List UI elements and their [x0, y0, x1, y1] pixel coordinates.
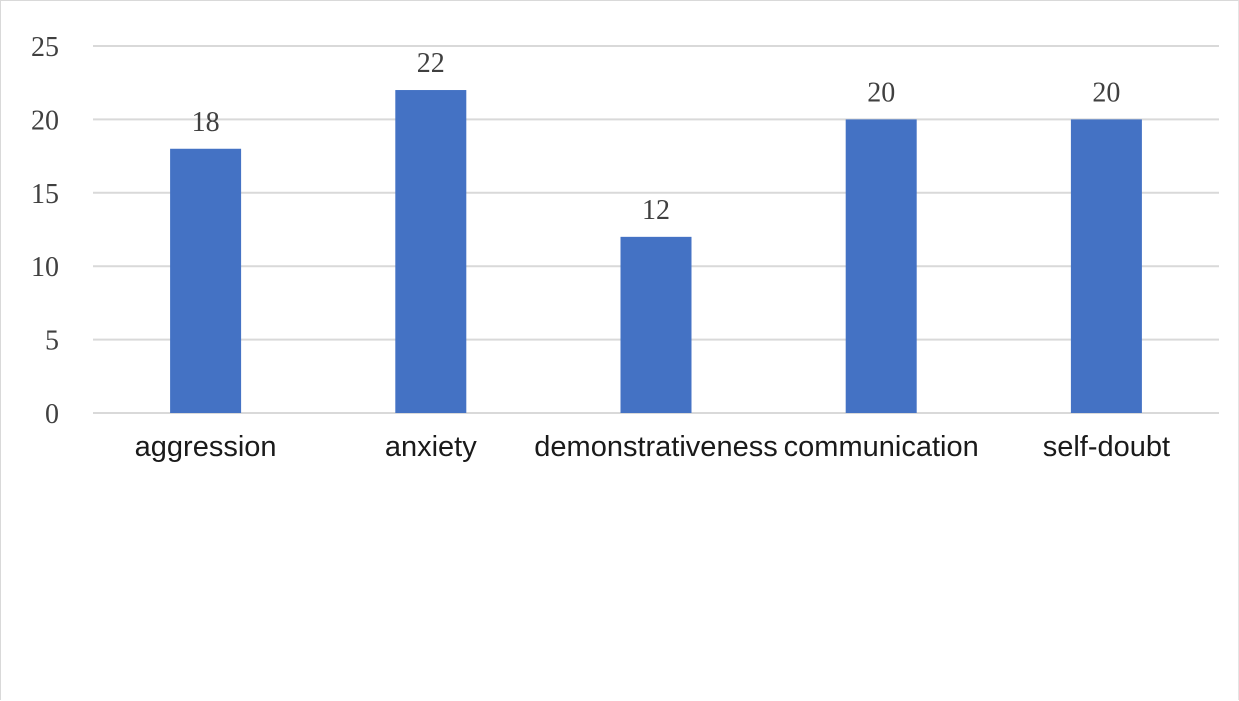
data-label: 20: [867, 77, 895, 108]
bar-demonstrativeness: [620, 236, 692, 413]
data-label: 12: [642, 195, 670, 226]
bar-anxiety: [395, 90, 467, 413]
x-category-label: self-doubt: [1043, 431, 1170, 463]
bar-self-doubt: [1070, 119, 1142, 414]
bars: [170, 90, 1142, 414]
x-category-label: anxiety: [385, 431, 477, 463]
data-label: 22: [417, 48, 445, 79]
x-category-label: communication: [784, 431, 979, 463]
bar-communication: [845, 119, 917, 414]
data-labels: 18 22 12 20 20: [192, 48, 1121, 226]
y-axis-tick-labels: 0 5 10 15 20 25: [31, 32, 59, 430]
data-label: 18: [192, 107, 220, 138]
y-tick-label: 20: [31, 105, 59, 136]
bar-aggression: [170, 148, 242, 413]
data-label: 20: [1092, 77, 1120, 108]
x-category-label: aggression: [135, 431, 277, 463]
y-tick-label: 0: [45, 399, 59, 430]
y-tick-label: 25: [31, 32, 59, 63]
y-tick-label: 5: [45, 326, 59, 357]
y-tick-label: 10: [31, 252, 59, 283]
x-axis-category-labels: aggression anxiety demonstrativeness commun…: [135, 431, 1170, 463]
y-tick-label: 15: [31, 179, 59, 210]
x-category-label: demonstrativeness: [534, 431, 777, 463]
